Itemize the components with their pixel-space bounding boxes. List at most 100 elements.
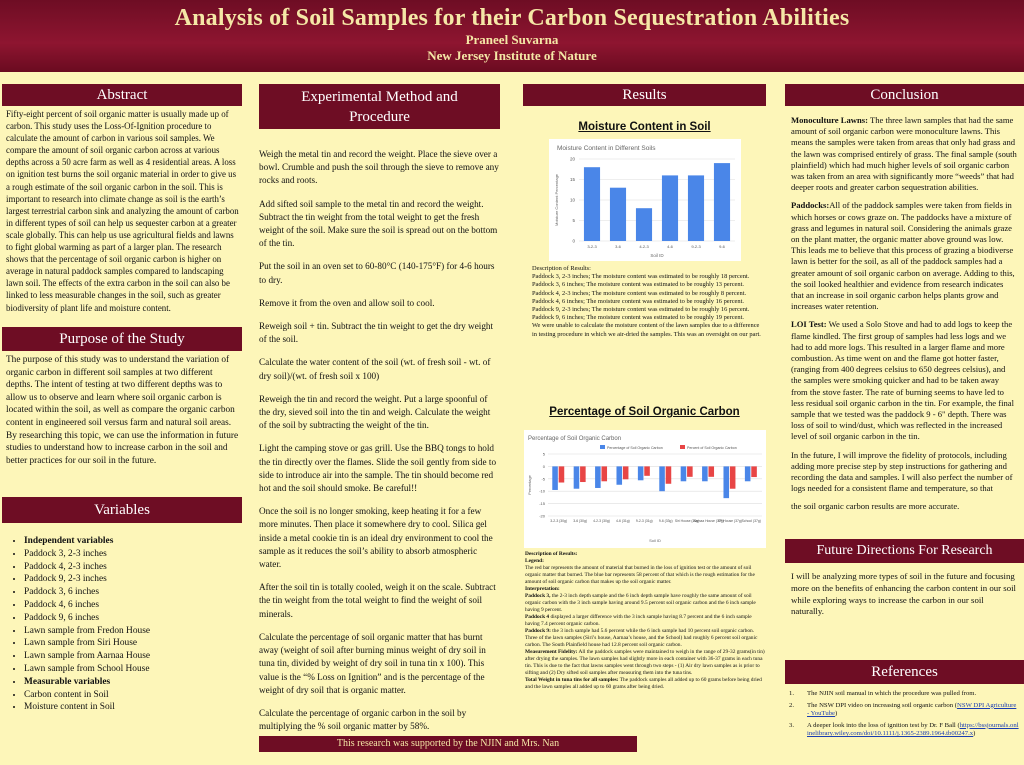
- bar: [609, 187, 627, 241]
- method-step: Light the camping stove or gas grill. Us…: [259, 443, 497, 494]
- moisture-desc-item: Paddock 4, 6 inches; The moisture conten…: [532, 297, 744, 305]
- y-tick-label: -15: [539, 501, 546, 506]
- variable-item: Carbon content in Soil: [24, 689, 240, 702]
- future-section: I will be analyzing more types of soil i…: [791, 571, 1017, 624]
- carbon-desc-label: Paddock 4: [525, 614, 550, 620]
- conclusion-text: The three lawn samples that had the same…: [791, 115, 1017, 193]
- variables-section: Independent variablesPaddock 3, 2-3 inch…: [6, 535, 240, 714]
- carbon-desc-item: Paddock 9: the 3 inch sample had 5.6 per…: [525, 628, 765, 649]
- variable-item: Paddock 4, 2-3 inches: [24, 561, 240, 574]
- x-tick-label: 4-6: [667, 244, 674, 249]
- reference-link[interactable]: https://bssjournals.onlinelibrary.wiley.…: [807, 721, 1019, 738]
- bar: [723, 466, 730, 499]
- legend-label: Percent of Soil Organic Carbon: [687, 446, 737, 450]
- carbon-desc-text: All the paddock samples were maintained …: [525, 649, 765, 676]
- legend-swatch: [680, 445, 685, 449]
- y-tick-label: 15: [570, 177, 576, 182]
- bar: [708, 466, 715, 477]
- carbon-desc-text: displayed a larger difference with the 3…: [525, 614, 752, 627]
- conclusion-paragraph: Monoculture Lawns: The three lawn sample…: [791, 115, 1017, 193]
- chart-title: Percentage of Soil Organic Carbon: [528, 436, 621, 442]
- conclusion-text: In the future, I will improve the fideli…: [791, 449, 1013, 494]
- method-step: Remove it from the oven and allow soil t…: [259, 297, 435, 308]
- legend-swatch: [600, 445, 605, 449]
- bar: [702, 466, 708, 482]
- carbon-desc-label: Total Weight in tuna tins for all sample…: [525, 677, 619, 683]
- reference-number: 3.: [789, 721, 795, 729]
- x-tick-label: 9-2-3 (31g): [636, 519, 653, 523]
- method-step: Weigh the metal tin and record the weigh…: [259, 149, 499, 186]
- moisture-description: Description of Results: Paddock 3, 2-3 i…: [532, 265, 762, 339]
- x-tick-label: 4-2-3: [639, 244, 649, 249]
- institution-name: New Jersey Institute of Nature: [427, 48, 597, 63]
- x-tick-label: 3-6: [615, 244, 622, 249]
- abstract-section: Fifty-eight percent of soil organic matt…: [6, 108, 240, 320]
- variable-item: Paddock 4, 6 inches: [24, 599, 240, 612]
- variable-item: Paddock 3, 2-3 inches: [24, 548, 240, 561]
- poster-title: Analysis of Soil Samples for their Carbo…: [174, 5, 850, 31]
- carbon-desc-item: Description of Results:: [525, 551, 765, 558]
- y-tick-label: 0: [572, 239, 575, 244]
- future-heading: Future Directions For Research: [785, 539, 1024, 563]
- variable-item: Lawn sample from Siri House: [24, 637, 240, 650]
- carbon-desc-label: Paddock 9:: [525, 628, 551, 634]
- conclusion-paragraph: the soil organic carbon results are more…: [791, 501, 1017, 512]
- x-axis-label: Soil ID: [650, 253, 664, 258]
- conclusion-label: LOI Test:: [791, 319, 827, 330]
- reference-text-main: The NSW DPI video on increasing soil org…: [807, 701, 958, 709]
- method-step: Calculate the percentage of soil organic…: [259, 631, 486, 695]
- bar: [687, 175, 705, 241]
- x-tick-label: 9-2-3: [691, 244, 701, 249]
- moisture-heading: Moisture Content in Soil: [578, 121, 711, 133]
- method-step: Reweigh the tin and record the weight. P…: [259, 393, 491, 431]
- carbon-desc-text: The red bar represents the amount of mat…: [525, 565, 755, 585]
- bar: [622, 466, 629, 480]
- moisture-desc-item: Paddock 3, 2-3 inches; The moisture cont…: [532, 273, 750, 281]
- method-section: Weigh the metal tin and record the weigh…: [259, 148, 499, 743]
- x-tick-label: 3-6 (30g): [573, 519, 587, 523]
- variable-item: Measurable variables: [24, 676, 240, 689]
- y-tick-label: -5: [541, 476, 545, 481]
- legend-label: Percentage of Soil Organic Carbon: [607, 446, 663, 450]
- reference-item: 2. The NSW DPI video on increasing soil o…: [789, 702, 1019, 719]
- reference-text: The NSW DPI video on increasing soil org…: [807, 702, 1019, 719]
- reference-link[interactable]: NSW DPI Agriculture - YouTube: [807, 701, 1017, 718]
- conclusion-label: Paddocks:: [791, 200, 830, 211]
- y-tick-label: 0: [543, 464, 546, 469]
- reference-text-after: ): [835, 710, 838, 718]
- chart-title: Moisture Content in Different Soils: [557, 145, 656, 152]
- y-tick-label: 5: [572, 218, 575, 223]
- bar: [601, 466, 608, 482]
- carbon-desc-text: the 2-3 inch depth sample and the 6 inch…: [525, 593, 756, 613]
- carbon-desc-text: The paddock samples all added up to 60 g…: [525, 677, 762, 690]
- references-heading: References: [785, 660, 1024, 684]
- conclusion-text: All of the paddock samples were taken fr…: [791, 200, 1015, 312]
- purpose-section: The purpose of this study was to underst…: [6, 354, 240, 473]
- x-axis-label: Soil ID: [649, 538, 661, 543]
- reference-text-main: A deeper look into the loss of ignition …: [807, 721, 960, 729]
- bar: [680, 466, 687, 482]
- moisture-chart: Moisture Content in Different Soils Moist…: [549, 139, 741, 261]
- author-name: Praneel Suvarna: [465, 32, 559, 47]
- conclusion-text: the soil organic carbon results are more…: [791, 500, 960, 511]
- bar: [661, 175, 679, 241]
- y-axis-label: Moisture Content Percentage: [554, 173, 559, 226]
- y-axis-label: Percentage: [528, 475, 532, 494]
- carbon-desc-item: Paddock 4 displayed a larger difference …: [525, 614, 765, 628]
- bar: [751, 466, 757, 478]
- bar: [616, 466, 623, 485]
- carbon-desc-item: Total Weight in tuna tins for all sample…: [525, 677, 765, 691]
- conclusion-paragraph: Paddocks:All of the paddock samples were…: [791, 200, 1017, 312]
- x-tick-label: 9-6 (33g): [659, 519, 673, 523]
- moisture-desc-item: Paddock 9, 6 inches; The moisture conten…: [532, 314, 744, 322]
- results-heading: Results: [523, 84, 766, 106]
- y-tick-label: 10: [570, 198, 576, 203]
- carbon-desc-label: Description of Results:: [525, 551, 578, 557]
- reference-text-after: ): [973, 730, 976, 738]
- bar: [552, 466, 558, 490]
- method-step: Calculate the water content of the soil …: [259, 357, 491, 381]
- reference-text: A deeper look into the loss of ignition …: [807, 722, 1019, 739]
- method-step: Once the soil is no longer smoking, keep…: [259, 506, 493, 570]
- x-tick-label: 3-2-3: [587, 244, 597, 249]
- footer-banner: This research was supported by the NJIN …: [259, 736, 637, 752]
